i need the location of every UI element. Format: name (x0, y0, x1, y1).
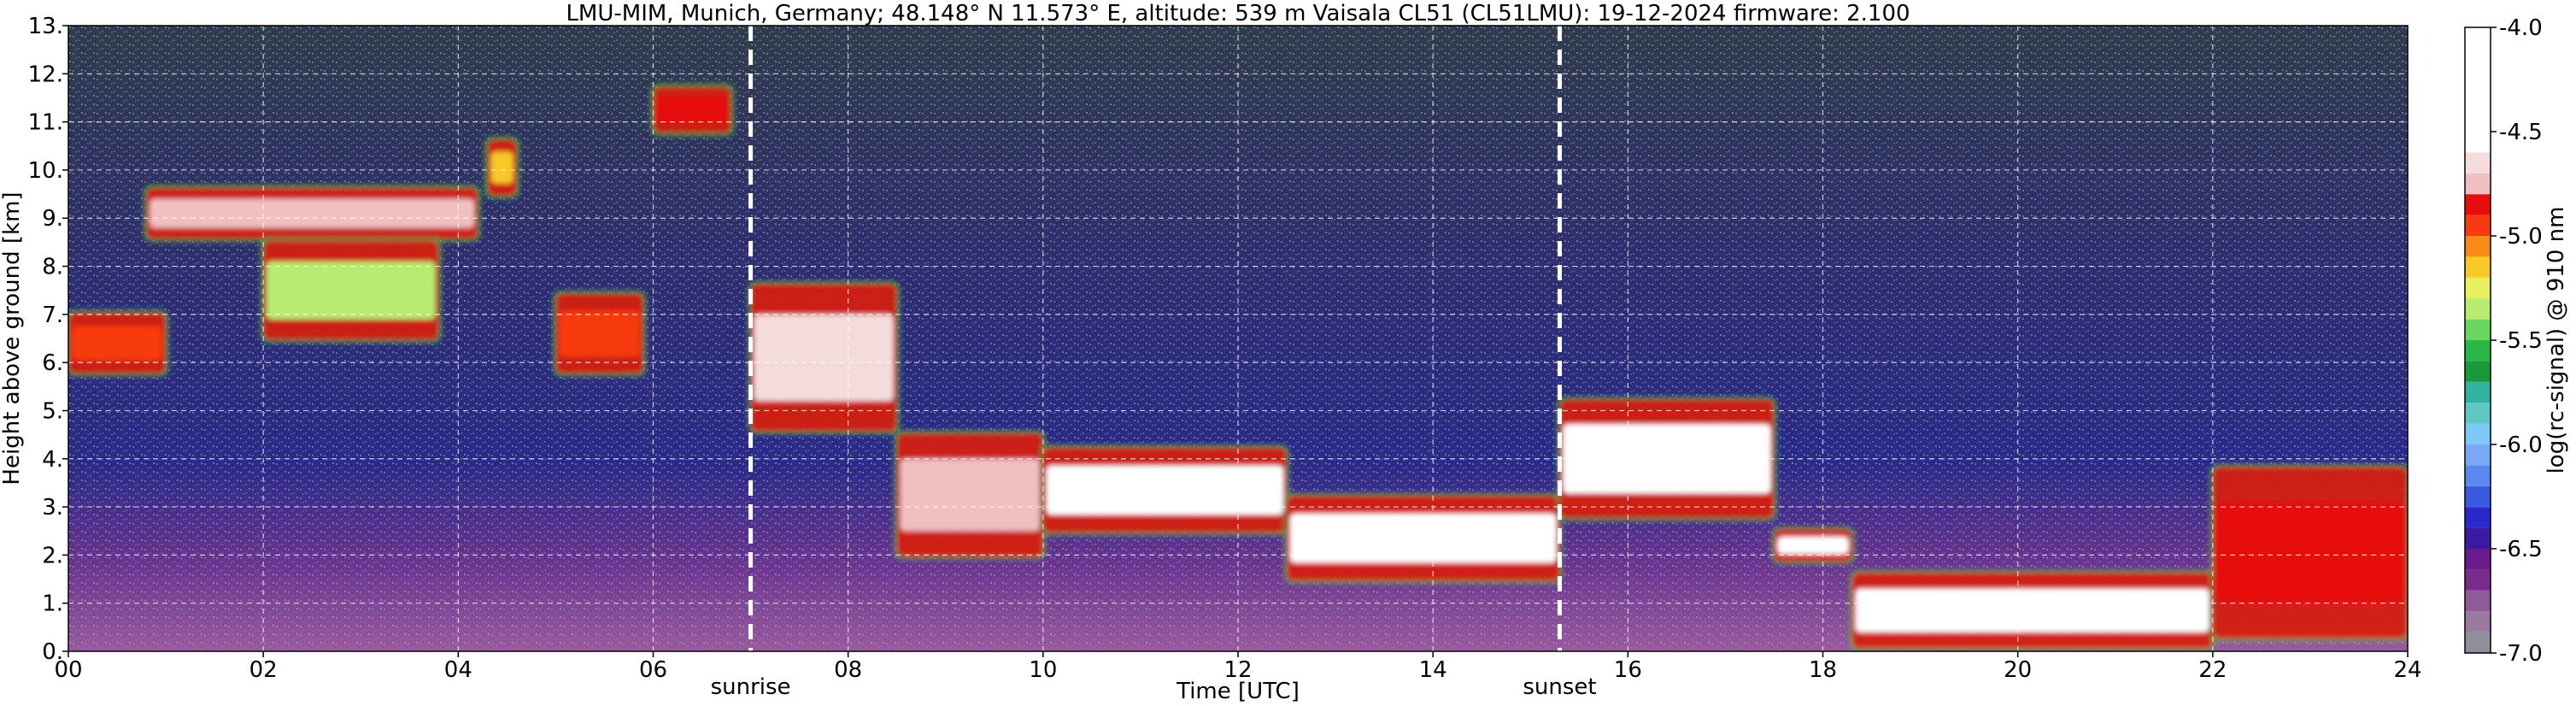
cloud-layer (656, 97, 728, 123)
x-tick-label: 18 (1809, 657, 1837, 683)
cloud-layer (490, 151, 513, 184)
y-tick-label: 6. (42, 350, 63, 376)
y-tick-label: 2. (42, 543, 63, 568)
event-label: sunset (1523, 674, 1596, 700)
x-tick-label: 20 (2004, 657, 2032, 683)
colorbar-segment (2465, 256, 2491, 278)
colorbar-segment (2465, 611, 2491, 632)
colorbar-segment (2465, 194, 2491, 215)
x-tick-label: 16 (1614, 657, 1642, 683)
cloud-layer (267, 261, 436, 320)
x-tick-label: 14 (1419, 657, 1447, 683)
colorbar (2464, 26, 2491, 654)
x-axis-label: Time [UTC] (1176, 679, 1300, 704)
y-tick-label: 8. (42, 255, 63, 280)
x-tick-label: 24 (2393, 657, 2421, 683)
colorbar-segment (2465, 569, 2491, 591)
plot-area: sunrise sunset (67, 25, 2409, 700)
x-tick-label: 08 (834, 657, 862, 683)
colorbar-segment (2465, 361, 2491, 382)
backscatter-layers (68, 83, 2408, 651)
cloud-layer (2215, 502, 2404, 603)
y-tick-label: 13. (28, 14, 63, 39)
colorbar-segment (2465, 590, 2491, 612)
y-tick-label: 11. (28, 110, 63, 136)
colorbar-segment (2465, 27, 2491, 153)
colorbar-segment (2465, 507, 2491, 528)
colorbar-tick-label: -4.5 (2499, 120, 2543, 145)
x-axis-ticks: 00 02 04 06 08 10 12 14 16 18 20 22 24 (54, 651, 2422, 683)
y-tick-label: 12. (28, 62, 63, 87)
colorbar-segment (2465, 527, 2491, 549)
colorbar-tick-label: -5.5 (2499, 328, 2543, 354)
cloud-layer (900, 458, 1040, 532)
y-axis-label: Height above ground [km] (0, 191, 25, 485)
event-markers: sunrise sunset (711, 26, 1597, 700)
colorbar-tick-label: -5.0 (2499, 224, 2543, 250)
colorbar-segment (2465, 381, 2491, 403)
colorbar-segment (2465, 549, 2491, 570)
colorbar-tick-label: -6.5 (2499, 537, 2543, 562)
colorbar-segment (2465, 423, 2491, 444)
colorbar-label: log(rc-signal) @ 910 nm (2544, 207, 2569, 474)
y-tick-label: 3. (42, 495, 63, 521)
colorbar-segment (2465, 277, 2491, 299)
colorbar-tick-label: -4.0 (2499, 15, 2543, 41)
colorbar-segment (2465, 236, 2491, 257)
colorbar-segment (2465, 173, 2491, 195)
colorbar-segment (2465, 465, 2491, 486)
x-tick-label: 00 (54, 657, 82, 683)
cloud-layer (754, 314, 894, 402)
cloud-layer (1855, 588, 2209, 632)
y-axis-ticks: 0. 1. 2. 3. 4. 5. 6. 7. 8. 9. 10. 11. 12. 13. (28, 14, 68, 665)
colorbar-segment (2465, 298, 2491, 320)
x-tick-label: 06 (639, 657, 667, 683)
x-tick-label: 04 (444, 657, 472, 683)
x-tick-label: 12 (1223, 657, 1252, 683)
cloud-layer (150, 198, 475, 228)
cloud-layer (1777, 536, 1849, 555)
y-tick-label: 4. (42, 447, 63, 473)
colorbar-segment (2465, 152, 2491, 174)
colorbar-tick-label: -7.0 (2499, 641, 2543, 667)
colorbar-segment (2465, 215, 2491, 236)
x-tick-label: 22 (2198, 657, 2227, 683)
y-tick-label: 10. (28, 158, 63, 184)
cloud-layer (72, 326, 163, 361)
colorbar-ticks: -4.0 -4.5 -5.0 -5.5 -6.0 -6.5 -7.0 (2491, 15, 2543, 667)
colorbar-segment (2465, 403, 2491, 424)
event-label: sunrise (711, 674, 791, 700)
x-tick-label: 02 (249, 657, 278, 683)
colorbar-segment (2465, 632, 2491, 653)
chart-title: LMU-MIM, Munich, Germany; 48.148° N 11.5… (566, 1, 1910, 26)
y-tick-label: 7. (42, 303, 63, 328)
y-tick-label: 1. (42, 591, 63, 617)
x-tick-label: 10 (1029, 657, 1057, 683)
colorbar-segment (2465, 485, 2491, 508)
colorbar-segment (2465, 444, 2491, 466)
y-tick-label: 0. (42, 639, 63, 665)
colorbar-segment (2465, 319, 2491, 340)
cloud-layer (1290, 513, 1557, 563)
cloud-layer (1046, 465, 1284, 515)
colorbar-tick-label: -6.0 (2499, 432, 2543, 458)
colorbar-segment (2465, 340, 2491, 362)
y-tick-label: 5. (42, 398, 63, 424)
y-tick-label: 9. (42, 206, 63, 232)
cloud-layer (559, 310, 641, 357)
